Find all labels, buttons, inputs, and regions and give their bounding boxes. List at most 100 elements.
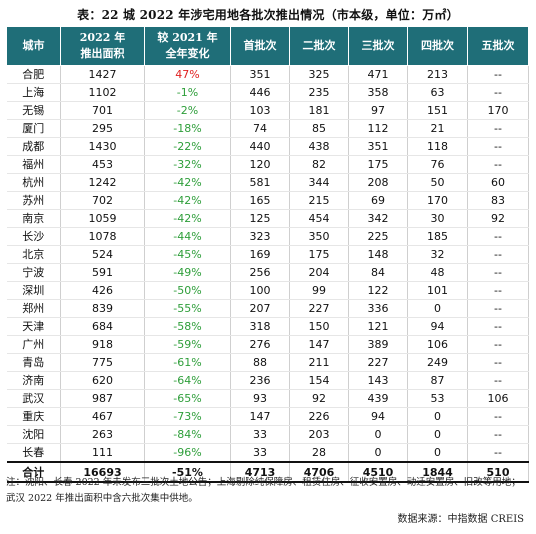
value-cell: 227 xyxy=(289,299,349,318)
change-cell: -45% xyxy=(144,245,231,264)
table-row: 杭州 1242 -42% 581 344 208 50 60 xyxy=(6,173,529,192)
table-row: 南京 1059 -42% 125 454 342 30 92 xyxy=(6,209,529,228)
change-cell: -44% xyxy=(144,227,231,246)
table-row: 青岛 775 -61% 88 211 227 249 -- xyxy=(6,353,529,372)
value-cell: 276 xyxy=(230,335,290,354)
value-cell: 33 xyxy=(230,443,290,463)
value-cell: 325 xyxy=(289,65,349,84)
column-header: 2022 年推出面积 xyxy=(60,26,145,66)
change-cell: -58% xyxy=(144,317,231,336)
change-cell: -73% xyxy=(144,407,231,426)
change-cell: -42% xyxy=(144,209,231,228)
column-header: 城市 xyxy=(6,26,61,66)
city-cell: 武汉 xyxy=(6,389,61,408)
value-cell: -- xyxy=(467,371,529,390)
value-cell: 323 xyxy=(230,227,290,246)
value-cell: 63 xyxy=(407,83,468,102)
change-cell: -50% xyxy=(144,281,231,300)
column-header: 四批次 xyxy=(407,26,468,66)
value-cell: 350 xyxy=(289,227,349,246)
table-row: 福州 453 -32% 120 82 175 76 -- xyxy=(6,155,529,174)
value-cell: 151 xyxy=(407,101,468,120)
value-cell: 93 xyxy=(230,389,290,408)
value-cell: 344 xyxy=(289,173,349,192)
value-cell: 181 xyxy=(289,101,349,120)
value-cell: 204 xyxy=(289,263,349,282)
city-cell: 苏州 xyxy=(6,191,61,210)
value-cell: -- xyxy=(467,119,529,138)
table-row: 无锡 701 -2% 103 181 97 151 170 xyxy=(6,101,529,120)
value-cell: 211 xyxy=(289,353,349,372)
value-cell: 0 xyxy=(407,299,468,318)
value-cell: 213 xyxy=(407,65,468,84)
value-cell: 94 xyxy=(348,407,408,426)
value-cell: 454 xyxy=(289,209,349,228)
city-cell: 合计 xyxy=(6,461,61,483)
value-cell: -- xyxy=(467,425,529,444)
value-cell: 185 xyxy=(407,227,468,246)
value-cell: 106 xyxy=(407,335,468,354)
total-row: 合计 16693 -51% 4713 4706 4510 1844 510 xyxy=(6,461,529,483)
table-row: 济南 620 -64% 236 154 143 87 -- xyxy=(6,371,529,390)
value-cell: 112 xyxy=(348,119,408,138)
value-cell: 4510 xyxy=(348,461,408,483)
value-cell: 524 xyxy=(60,245,145,264)
value-cell: 620 xyxy=(60,371,145,390)
value-cell: 53 xyxy=(407,389,468,408)
table-row: 北京 524 -45% 169 175 148 32 -- xyxy=(6,245,529,264)
value-cell: 203 xyxy=(289,425,349,444)
value-cell: 165 xyxy=(230,191,290,210)
value-cell: -- xyxy=(467,137,529,156)
value-cell: 0 xyxy=(407,425,468,444)
city-cell: 沈阳 xyxy=(6,425,61,444)
value-cell: -- xyxy=(467,245,529,264)
value-cell: 84 xyxy=(348,263,408,282)
value-cell: 85 xyxy=(289,119,349,138)
value-cell: 76 xyxy=(407,155,468,174)
change-cell: -32% xyxy=(144,155,231,174)
value-cell: 28 xyxy=(289,443,349,463)
value-cell: 4706 xyxy=(289,461,349,483)
land-supply-table: 城市 2022 年推出面积较 2021 年全年变化 首批次 二批次 三批次 四批次 五批次 … xyxy=(6,26,529,483)
value-cell: -- xyxy=(467,65,529,84)
change-cell: -65% xyxy=(144,389,231,408)
table-row: 重庆 467 -73% 147 226 94 0 -- xyxy=(6,407,529,426)
value-cell: 702 xyxy=(60,191,145,210)
value-cell: 32 xyxy=(407,245,468,264)
city-cell: 济南 xyxy=(6,371,61,390)
value-cell: 1102 xyxy=(60,83,145,102)
value-cell: 775 xyxy=(60,353,145,372)
value-cell: 1078 xyxy=(60,227,145,246)
value-cell: 103 xyxy=(230,101,290,120)
city-cell: 天津 xyxy=(6,317,61,336)
value-cell: 1844 xyxy=(407,461,468,483)
column-header: 三批次 xyxy=(348,26,408,66)
change-cell: -18% xyxy=(144,119,231,138)
value-cell: 235 xyxy=(289,83,349,102)
city-cell: 广州 xyxy=(6,335,61,354)
value-cell: 207 xyxy=(230,299,290,318)
value-cell: 60 xyxy=(467,173,529,192)
value-cell: 439 xyxy=(348,389,408,408)
value-cell: 154 xyxy=(289,371,349,390)
change-cell: -61% xyxy=(144,353,231,372)
city-cell: 杭州 xyxy=(6,173,61,192)
change-cell: -51% xyxy=(144,461,231,483)
value-cell: -- xyxy=(467,407,529,426)
value-cell: 208 xyxy=(348,173,408,192)
table-row: 苏州 702 -42% 165 215 69 170 83 xyxy=(6,191,529,210)
value-cell: 227 xyxy=(348,353,408,372)
value-cell: -- xyxy=(467,353,529,372)
value-cell: 83 xyxy=(467,191,529,210)
value-cell: 16693 xyxy=(60,461,145,483)
table-row: 天津 684 -58% 318 150 121 94 -- xyxy=(6,317,529,336)
value-cell: 1430 xyxy=(60,137,145,156)
city-cell: 福州 xyxy=(6,155,61,174)
value-cell: -- xyxy=(467,263,529,282)
value-cell: 453 xyxy=(60,155,145,174)
city-cell: 青岛 xyxy=(6,353,61,372)
value-cell: 0 xyxy=(407,443,468,463)
change-cell: -42% xyxy=(144,191,231,210)
change-cell: -64% xyxy=(144,371,231,390)
value-cell: 446 xyxy=(230,83,290,102)
